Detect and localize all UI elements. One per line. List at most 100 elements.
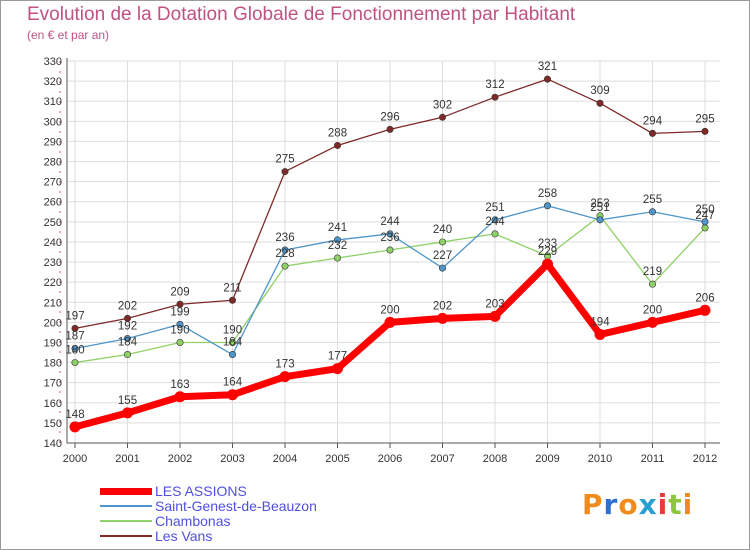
data-label: 190 (223, 324, 242, 336)
data-label: 202 (118, 300, 137, 312)
y-tick-label: 210 (44, 297, 62, 309)
data-point (332, 363, 343, 375)
x-tick-label: 2007 (430, 453, 454, 465)
x-tick-label: 2003 (220, 453, 244, 465)
data-label: 247 (695, 210, 714, 222)
data-label: 155 (118, 395, 137, 407)
data-point (174, 391, 186, 403)
data-label: 244 (485, 216, 505, 228)
data-label: 258 (538, 188, 557, 200)
data-point (438, 238, 446, 246)
data-label: 190 (170, 324, 189, 336)
data-point (701, 224, 709, 232)
data-point (124, 334, 132, 342)
x-tick-label: 2005 (325, 453, 349, 465)
x-tick-label: 2009 (535, 453, 559, 465)
data-point (176, 338, 184, 346)
x-tick-label: 2001 (115, 453, 139, 465)
data-label: 173 (275, 359, 294, 371)
data-label: 250 (695, 204, 714, 216)
data-label: 209 (170, 286, 189, 298)
data-point (176, 320, 184, 328)
data-label: 199 (170, 306, 189, 318)
y-tick-label: 300 (44, 116, 62, 128)
y-tick-label: 250 (44, 217, 62, 229)
data-label: 227 (433, 250, 452, 262)
data-point (71, 359, 79, 367)
y-tick-label: 270 (44, 177, 62, 189)
data-label: 206 (695, 292, 714, 304)
data-point (229, 351, 237, 359)
data-point (124, 314, 132, 322)
data-label: 312 (485, 79, 504, 91)
data-point (227, 389, 238, 401)
y-tick-label: 260 (44, 197, 62, 209)
data-point (69, 421, 81, 433)
grid (67, 60, 720, 444)
data-point (229, 296, 237, 304)
data-point (437, 312, 448, 324)
data-label: 233 (538, 238, 557, 250)
y-tick-label: 220 (44, 277, 62, 289)
legend-swatch (100, 535, 152, 537)
data-label: 240 (433, 224, 452, 236)
logo-letter: t (668, 488, 683, 521)
data-point (333, 236, 341, 244)
data-point (384, 316, 396, 328)
logo-letter: i (682, 488, 694, 521)
data-point (596, 99, 604, 107)
data-label: 192 (118, 320, 137, 332)
legend-label: Chambonas (155, 513, 231, 529)
proxiti-logo: Proxiti (582, 488, 693, 521)
chart-title: Evolution de la Dotation Globale de Fonc… (27, 4, 576, 25)
data-label: 241 (328, 222, 347, 234)
data-label: 187 (65, 331, 84, 343)
data-label: 202 (433, 300, 452, 312)
data-point (491, 230, 499, 238)
data-point (648, 208, 656, 216)
data-point (594, 328, 606, 340)
data-label: 309 (590, 85, 609, 97)
data-point (647, 316, 658, 328)
logo-letter: o (618, 488, 639, 521)
data-point (699, 304, 711, 316)
data-point (386, 125, 394, 133)
data-point (543, 75, 551, 83)
data-point (543, 202, 551, 210)
legend-swatch (100, 505, 152, 507)
series-layer (69, 75, 711, 433)
y-tick-label: 140 (44, 438, 62, 450)
data-point (701, 127, 709, 135)
data-point (281, 168, 289, 176)
data-label: 321 (538, 61, 557, 73)
logo-letter: i (657, 488, 669, 521)
data-label: 200 (380, 304, 399, 316)
data-label: 251 (590, 202, 609, 214)
data-label: 244 (380, 216, 400, 228)
y-tick-label: 170 (44, 378, 62, 390)
data-label: 302 (433, 99, 452, 111)
data-label: 294 (643, 115, 663, 127)
x-tick-label: 2011 (641, 453, 665, 465)
data-point (491, 93, 499, 101)
data-label: 184 (223, 337, 243, 349)
legend-label: Saint-Genest-de-Beauzon (155, 498, 317, 514)
data-point (491, 216, 499, 224)
data-label: 180 (65, 345, 84, 357)
legend-label: LES ASSIONS (155, 483, 247, 499)
data-label: 295 (695, 113, 714, 125)
data-point (229, 338, 237, 346)
logo-letter: r (603, 488, 619, 521)
x-tick-label: 2010 (588, 453, 612, 465)
data-label: 177 (328, 351, 347, 363)
axes: 1401501601701801902002102202302402502602… (44, 56, 720, 465)
data-label: 236 (380, 232, 399, 244)
data-point (279, 371, 291, 383)
data-point (124, 351, 132, 359)
y-tick-label: 190 (44, 337, 62, 349)
data-label: 184 (118, 337, 138, 349)
y-tick-label: 310 (44, 96, 62, 108)
data-label: 219 (643, 266, 662, 278)
data-label: 275 (275, 154, 294, 166)
x-tick-label: 2002 (168, 453, 192, 465)
